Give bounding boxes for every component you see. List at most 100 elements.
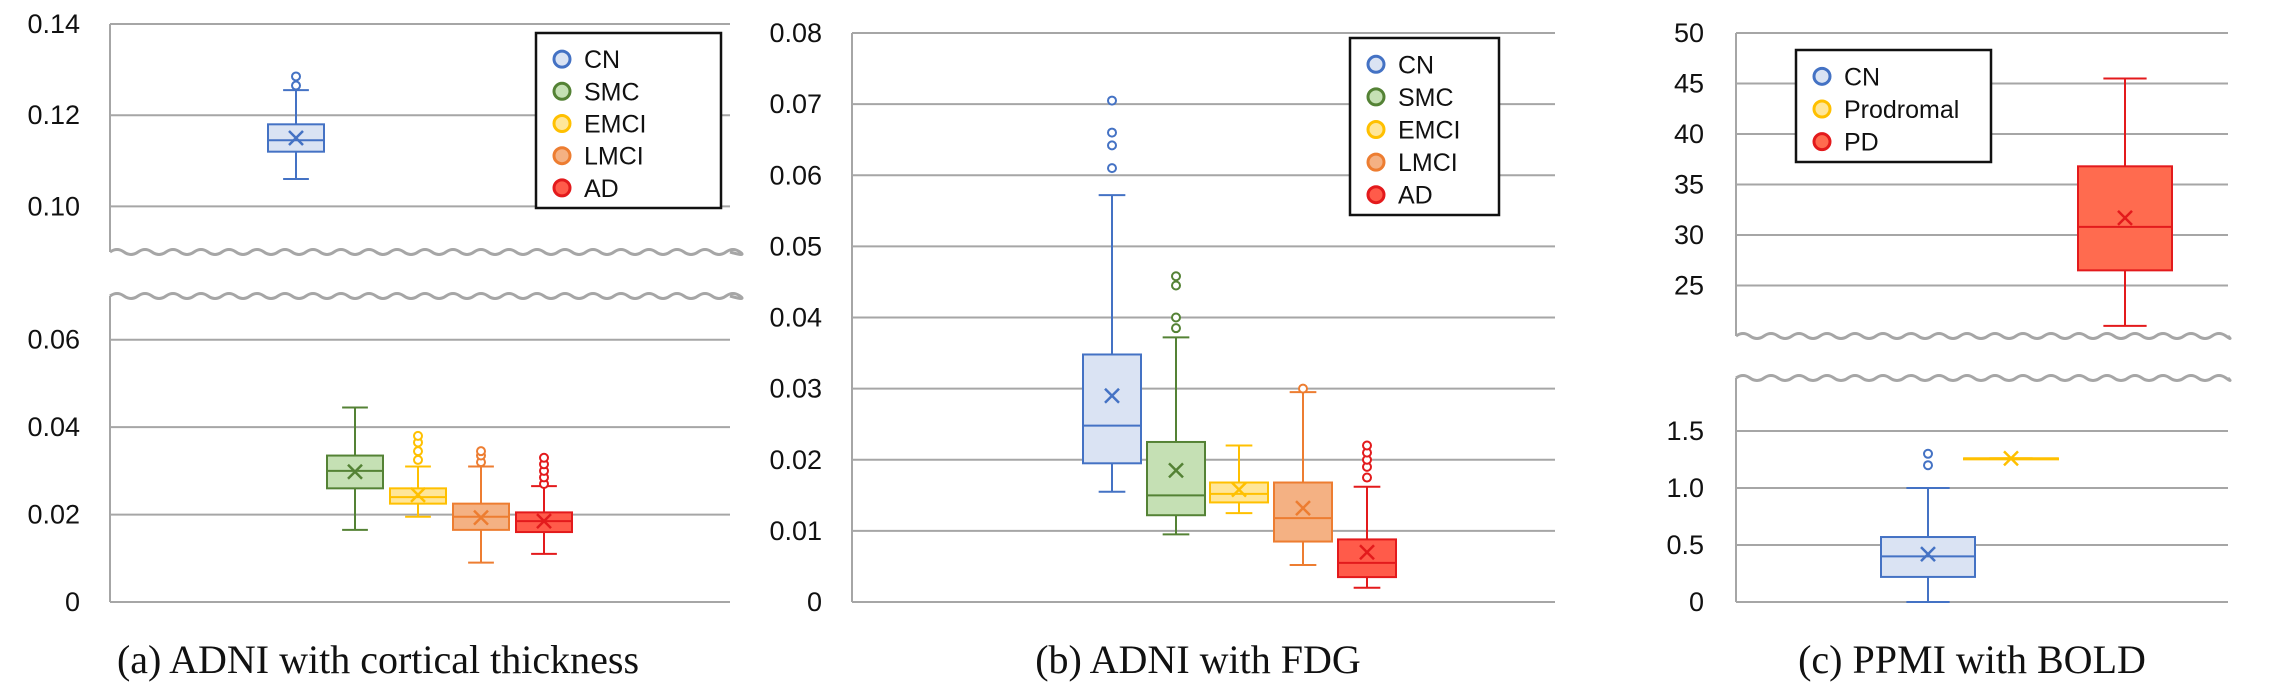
y-tick-label: 0.05 — [769, 231, 822, 261]
box-emci-iqr — [1209, 481, 1269, 504]
box-smc-outlier-2 — [1171, 280, 1181, 291]
y-tick-label: 0 — [65, 587, 80, 617]
axis-break-upper — [1735, 332, 2232, 340]
box-cn-outlier-0 — [1107, 163, 1117, 174]
box-cn-iqr — [1082, 353, 1142, 465]
legend-marker-ad — [1366, 185, 1386, 205]
box-cn-outlier-3 — [1107, 95, 1117, 106]
legend-label-smc: SMC — [1398, 84, 1454, 112]
y-tick-label: 1.5 — [1666, 416, 1704, 446]
legend-marker-emci — [1366, 120, 1386, 139]
legend-label-emci: EMCI — [1398, 117, 1461, 145]
box-cn-outlier-1 — [1923, 448, 1933, 459]
box-cn-outlier-1 — [291, 71, 301, 82]
legend-marker-lmci — [552, 146, 572, 166]
y-tick-label: 50 — [1674, 18, 1704, 48]
y-tick-label: 0.02 — [769, 445, 822, 475]
legend-marker-smc — [1366, 87, 1386, 107]
box-pd-mean — [2117, 209, 2133, 226]
y-tick-label: 1.0 — [1666, 473, 1704, 503]
box-ad-mean — [1359, 544, 1375, 561]
y-tick-label: 0 — [1689, 587, 1704, 617]
legend-marker-prodromal — [1812, 99, 1832, 119]
axis-break-upper — [109, 248, 744, 256]
box-ad-outlier-4 — [539, 452, 549, 463]
box-emci-mean — [1231, 481, 1247, 498]
y-tick-label: 0.04 — [769, 303, 822, 333]
box-cn-outlier-0 — [291, 80, 301, 91]
legend-marker-pd — [1812, 132, 1832, 152]
box-emci-outlier-3 — [413, 430, 423, 441]
y-tick-label: 30 — [1674, 220, 1704, 250]
y-tick-label: 0.02 — [27, 500, 80, 530]
box-lmci-mean — [473, 509, 489, 526]
legend-label-smc: SMC — [584, 78, 640, 106]
chart-panel-c: (c) PPMI with BOLD 50 45 40 35 30 25 1.5 1.0 0.5… — [1666, 18, 2232, 682]
box-smc-mean — [1168, 462, 1184, 479]
box-cn-mean — [1920, 546, 1936, 563]
legend-marker-ad — [552, 178, 572, 198]
box-prodromal-mean — [2003, 450, 2019, 467]
axis-break-lower — [109, 292, 744, 300]
box-cn-outlier-1 — [1107, 140, 1117, 151]
box-lmci-mean — [1295, 500, 1311, 516]
box-lmci-iqr — [1273, 481, 1333, 543]
box-smc-iqr — [1146, 440, 1206, 517]
box-ad-outlier-4 — [1362, 440, 1372, 451]
axis-break-lower — [1735, 374, 2232, 382]
y-tick-label: 0.14 — [27, 9, 80, 39]
box-cn-mean — [288, 130, 304, 146]
y-tick-label: 35 — [1674, 170, 1704, 200]
y-tick-label: 0.06 — [769, 160, 822, 190]
y-tick-label: 0.07 — [769, 89, 822, 119]
box-smc-outlier-0 — [1171, 323, 1181, 334]
y-tick-label: 0.06 — [27, 325, 80, 355]
legend-marker-cn — [1366, 54, 1386, 74]
legend-label-cn: CN — [1398, 51, 1434, 79]
box-emci-mean — [410, 487, 426, 503]
box-smc-outlier-3 — [1171, 271, 1181, 282]
legend-label-cn: CN — [1844, 63, 1880, 91]
legend-marker-smc — [552, 81, 572, 101]
legend-marker-cn — [552, 49, 572, 69]
legend-marker-emci — [552, 114, 572, 133]
box-cn-mean — [1104, 387, 1120, 404]
box-smc-mean — [347, 463, 363, 480]
y-tick-label: 0.5 — [1666, 530, 1704, 560]
legend-label-lmci: LMCI — [584, 143, 644, 171]
legend-label-ad: AD — [584, 175, 619, 203]
legend-label-ad: AD — [1398, 182, 1433, 210]
legend-label-prodromal: Prodromal — [1844, 96, 1959, 124]
box-ad-mean — [536, 513, 552, 530]
caption-a: (a) ADNI with cortical thickness — [117, 637, 639, 682]
legend-label-lmci: LMCI — [1398, 149, 1458, 177]
y-tick-label: 0.04 — [27, 412, 80, 442]
y-tick-label: 0.10 — [27, 191, 80, 221]
box-cn-outlier-0 — [1923, 460, 1933, 471]
y-tick-label: 25 — [1674, 271, 1704, 301]
box-lmci-outlier-2 — [476, 446, 486, 457]
legend-label-pd: PD — [1844, 129, 1879, 157]
box-ad-iqr — [1337, 538, 1397, 579]
y-tick-label: 0.03 — [769, 374, 822, 404]
y-tick-label: 0.01 — [769, 516, 822, 546]
legend-label-cn: CN — [584, 46, 620, 74]
chart-panel-b: (b) ADNI with FDG 0.08 0.07 0.06 0.05 0.04 0.… — [769, 18, 1555, 682]
chart-panel-a: (a) ADNI with cortical thickness 0.14 0.1… — [27, 9, 744, 682]
box-lmci-outlier-0 — [1298, 383, 1308, 394]
box-emci-outlier-1 — [413, 446, 423, 457]
legend-marker-lmci — [1366, 152, 1386, 172]
legend-marker-cn — [1812, 66, 1832, 86]
y-tick-label: 0.08 — [769, 18, 822, 48]
box-smc-outlier-1 — [1171, 312, 1181, 323]
legend-label-emci: EMCI — [584, 111, 647, 139]
caption-b: (b) ADNI with FDG — [1035, 637, 1361, 682]
box-ad-outlier-0 — [1362, 472, 1372, 483]
box-cn-outlier-2 — [1107, 127, 1117, 138]
y-tick-label: 0 — [807, 587, 822, 617]
box-emci-outlier-0 — [413, 454, 423, 465]
y-tick-label: 0.12 — [27, 100, 80, 130]
y-tick-label: 40 — [1674, 119, 1704, 149]
y-tick-label: 45 — [1674, 69, 1704, 99]
